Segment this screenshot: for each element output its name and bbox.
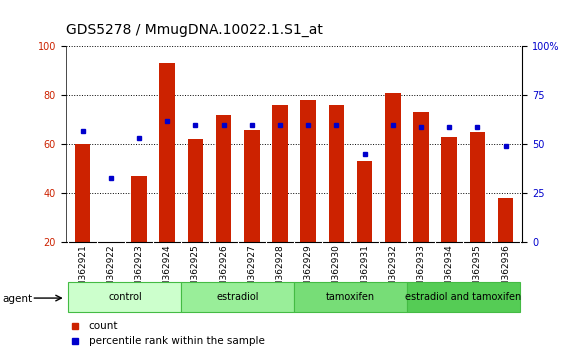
Text: GSM362921: GSM362921 [78,244,87,299]
Text: GSM362936: GSM362936 [501,244,510,299]
Bar [407,282,520,312]
Text: GSM362928: GSM362928 [275,244,284,299]
Text: GSM362932: GSM362932 [388,244,397,299]
Bar [131,176,147,242]
Text: GSM362927: GSM362927 [247,244,256,299]
Bar [216,115,231,242]
Text: estradiol and tamoxifen: estradiol and tamoxifen [405,292,521,302]
Text: GDS5278 / MmugDNA.10022.1.S1_at: GDS5278 / MmugDNA.10022.1.S1_at [66,23,323,37]
Text: estradiol: estradiol [216,292,259,302]
Bar [244,130,260,242]
Text: control: control [108,292,142,302]
Text: GSM362930: GSM362930 [332,244,341,299]
Bar [441,137,457,242]
Text: count: count [89,321,118,331]
Bar [181,282,294,312]
Text: GSM362924: GSM362924 [163,244,172,299]
Bar [75,144,90,242]
Text: GSM362922: GSM362922 [106,244,115,299]
Bar [159,63,175,242]
Text: percentile rank within the sample: percentile rank within the sample [89,336,264,346]
Bar [188,139,203,242]
Bar [300,100,316,242]
Bar [69,282,181,312]
Text: tamoxifen: tamoxifen [326,292,375,302]
Bar [328,105,344,242]
Text: GSM362931: GSM362931 [360,244,369,299]
Text: GSM362925: GSM362925 [191,244,200,299]
Text: GSM362935: GSM362935 [473,244,482,299]
Text: GSM362929: GSM362929 [304,244,313,299]
Bar [498,198,513,242]
Bar [385,93,400,242]
Bar [413,112,429,242]
Bar [469,132,485,242]
Bar [294,282,407,312]
Bar [272,105,288,242]
Bar [357,161,372,242]
Text: GSM362934: GSM362934 [445,244,453,299]
Text: GSM362933: GSM362933 [416,244,425,299]
Text: agent: agent [3,294,33,304]
Text: GSM362926: GSM362926 [219,244,228,299]
Text: GSM362923: GSM362923 [135,244,143,299]
